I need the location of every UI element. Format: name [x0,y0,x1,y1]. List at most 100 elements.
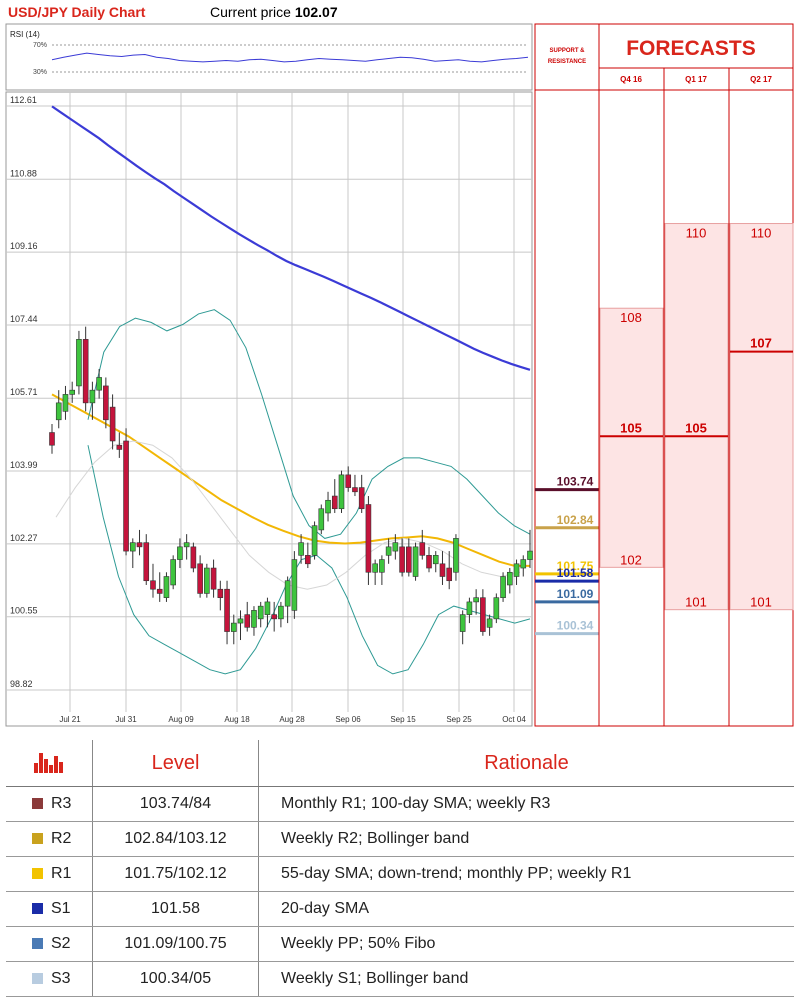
level-swatch [32,868,43,879]
level-swatch [32,798,43,809]
level-name-cell: S3 [6,961,93,997]
candle-body [338,474,345,510]
level-name: S3 [51,970,71,987]
candle-body [190,546,197,569]
x-tick-label: Sep 06 [335,715,361,724]
sr-level-value: 101.75 [557,559,594,573]
level-name: S1 [51,900,71,917]
candle-body [305,555,311,565]
candle-body [143,542,150,582]
chart-title: USD/JPY Daily Chart [8,4,146,20]
candle-body [500,576,506,598]
candle-body [103,385,109,421]
forecast-range-box [729,223,794,611]
forecast-low: 102 [620,552,642,567]
forecast-low: 101 [685,595,707,610]
forecast-col-label: Q2 17 [750,75,772,84]
sr-level-value: 103.74 [557,475,594,489]
x-tick-label: Oct 04 [502,715,526,724]
candle-body [170,559,176,586]
candle-body [446,567,453,582]
candle-body [224,588,230,632]
candle-body [325,499,331,514]
candle-body [55,402,62,421]
sma-55-line [51,393,530,567]
candle-body [345,474,352,488]
level-value: 101.75/102.12 [92,856,259,892]
level-name-cell: S1 [6,891,93,927]
x-tick-label: Sep 25 [446,715,472,724]
rsi-upper-label: 70% [33,42,47,49]
candle-body [62,394,69,412]
candle-body [358,487,365,510]
level-rationale: Monthly R1; 100-day SMA; weekly R3 [258,786,794,822]
rationale-header: Rationale [258,740,794,787]
y-axis-ticks: 112.61 110.88 109.16 107.44 105.71 103.99 102.… [10,95,38,689]
candle-body [244,614,251,628]
candle-body [49,432,55,446]
candle-body [399,546,405,573]
candle-body [466,601,473,615]
table-row: R2 102.84/103.12 Weekly R2; Bollinger band [6,821,794,857]
rsi-panel: RSI (14) 70% 30% [5,23,533,91]
current-price-value: 102.07 [294,4,338,20]
forecast-central: 105 [685,420,707,435]
candle-body [406,546,412,573]
table-row: R1 101.75/102.12 55-day SMA; down-trend; m… [6,856,794,892]
y-tick-label: 98.82 [10,679,33,689]
candle-body [507,571,513,586]
table-row: S1 101.58 20-day SMA [6,891,794,927]
levels-table: Level Rationale R3 103.74/84 Monthly R1; 1… [6,740,794,997]
candle-body [527,550,533,560]
forecast-low: 101 [750,595,772,610]
bollinger-upper-line [87,309,531,539]
level-rationale: Weekly PP; 50% Fibo [258,926,794,962]
candle-body [331,495,338,510]
level-name-cell: R3 [6,786,93,822]
y-tick-label: 103.99 [10,460,38,470]
level-name: R1 [51,865,72,882]
level-rationale: Weekly R2; Bollinger band [258,821,794,857]
table-row: S2 101.09/100.75 Weekly PP; 50% Fibo [6,926,794,962]
candle-body [284,580,291,607]
candle-body [69,389,75,395]
bar-chart-icon [6,740,93,787]
level-value: 101.09/100.75 [92,926,259,962]
level-name-cell: S2 [6,926,93,962]
level-value: 103.74/84 [92,786,259,822]
level-name: R2 [51,830,72,847]
rsi-lower-label: 30% [33,69,47,76]
forecast-panel: FORECASTS Q4 16 108 102 105 Q1 17 110 101 105 Q2… [598,23,794,727]
forecast-central: 105 [620,420,642,435]
candle-body [204,567,210,594]
level-swatch [32,938,43,949]
candle-body [156,588,163,594]
current-price: Current price 102.07 [210,4,338,20]
sr-header-2: RESISTANCE [548,59,586,65]
chart-area: RSI (14) 70% 30% 112.61 110.88 109.16 107.4… [5,23,794,727]
candle-body [298,542,304,556]
candle-body [385,546,392,556]
candle-body [96,377,102,391]
level-value: 100.34/05 [92,961,259,997]
candle-body [136,542,143,548]
y-tick-label: 112.61 [10,95,37,105]
candle-body [210,567,217,590]
level-rationale: 20-day SMA [258,891,794,927]
candle-body [230,622,237,632]
candle-body [116,444,123,450]
sr-level-value: 101.09 [557,587,594,601]
sr-level-value: 100.34 [557,619,594,633]
current-price-label: Current price [210,4,291,20]
candle-body [486,618,493,628]
forecast-col-label: Q4 16 [620,75,642,84]
candle-body [352,487,358,493]
level-rationale: 55-day SMA; down-trend; monthly PP; week… [258,856,794,892]
indicator-lines [51,105,531,675]
forecasts-title: FORECASTS [626,37,756,60]
sr-column: SUPPORT & RESISTANCE 103.74102.84101.751… [534,23,600,727]
candle-body [372,563,378,573]
candle-body [271,614,277,620]
candle-body [82,339,89,404]
